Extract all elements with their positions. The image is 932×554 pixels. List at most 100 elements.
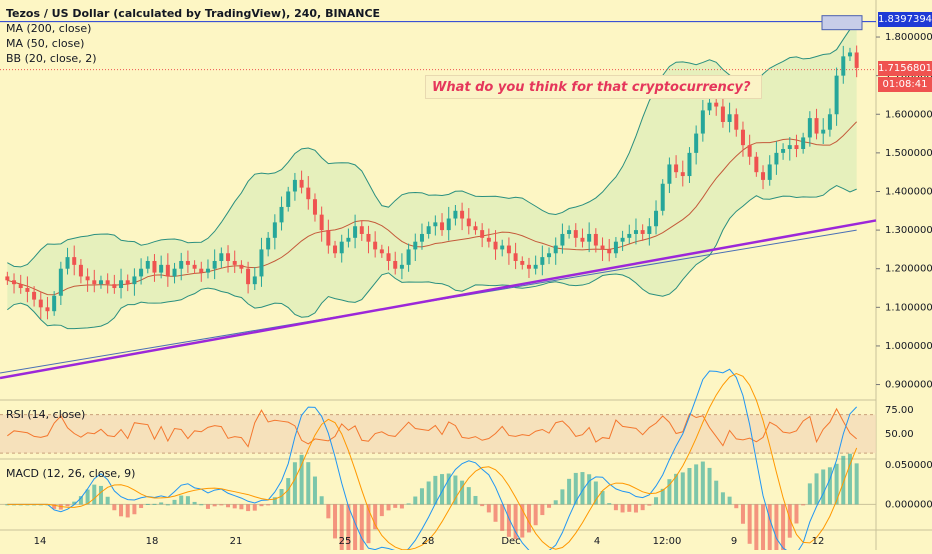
candle-body bbox=[587, 233, 592, 242]
candle-body bbox=[72, 257, 77, 265]
macd-histogram-bar bbox=[232, 504, 237, 509]
macd-histogram-bar bbox=[827, 467, 832, 505]
candle-body bbox=[139, 268, 144, 277]
rsi-tick-label: 50.00 bbox=[885, 429, 914, 440]
macd-histogram-bar bbox=[794, 504, 799, 524]
indicator-bb: BB (20, close, 2) bbox=[6, 52, 97, 65]
candle-body bbox=[279, 206, 284, 223]
candle-body bbox=[553, 245, 558, 254]
candle-body bbox=[406, 249, 411, 265]
candle-body bbox=[854, 52, 859, 68]
x-tick-label: 18 bbox=[146, 536, 159, 547]
candle-body bbox=[366, 233, 371, 242]
macd-histogram-bar bbox=[593, 481, 598, 505]
candle-body bbox=[580, 237, 585, 242]
macd-histogram-bar bbox=[727, 496, 732, 505]
macd-histogram-bar bbox=[466, 487, 471, 505]
macd-histogram-bar bbox=[299, 454, 304, 505]
macd-histogram-bar bbox=[506, 504, 511, 537]
chart-annotation[interactable]: What do you think for that cryptocurrenc… bbox=[425, 75, 762, 99]
candle-body bbox=[333, 245, 338, 254]
macd-histogram-bar bbox=[754, 504, 759, 554]
macd-histogram-bar bbox=[112, 504, 117, 511]
candle-body bbox=[419, 233, 424, 242]
macd-histogram-bar bbox=[781, 504, 786, 554]
candle-body bbox=[353, 226, 358, 238]
candle-body bbox=[774, 152, 779, 165]
candle-body bbox=[506, 245, 511, 254]
macd-histogram-bar bbox=[212, 504, 217, 507]
macd-histogram-bar bbox=[78, 496, 83, 505]
signal-line bbox=[7, 373, 858, 551]
macd-histogram-bar bbox=[640, 504, 645, 511]
candle-body bbox=[306, 187, 311, 200]
macd-histogram-bar bbox=[801, 504, 806, 506]
candle-body bbox=[179, 260, 184, 269]
macd-histogram-bar bbox=[774, 504, 779, 554]
candle-body bbox=[761, 172, 766, 180]
bollinger-upper bbox=[7, 24, 857, 268]
candle-body bbox=[199, 268, 204, 273]
candle-body bbox=[740, 129, 745, 146]
candle-body bbox=[500, 245, 505, 250]
macd-histogram-bar bbox=[767, 504, 772, 554]
macd-histogram-bar bbox=[761, 504, 766, 554]
y-tick-label: 0.9000000 bbox=[885, 380, 932, 391]
candle-body bbox=[714, 102, 719, 107]
candle-body bbox=[473, 226, 478, 231]
candle-body bbox=[359, 226, 364, 234]
macd-histogram-bar bbox=[226, 504, 231, 508]
candle-body bbox=[560, 233, 565, 246]
macd-histogram-bar bbox=[139, 504, 144, 509]
candle-body bbox=[232, 260, 237, 265]
macd-histogram-bar bbox=[406, 503, 411, 505]
bollinger-lower bbox=[7, 184, 857, 330]
candle-body bbox=[239, 264, 244, 269]
macd-histogram-bar bbox=[687, 468, 692, 505]
y-tick-label: 1.4000000 bbox=[885, 186, 932, 197]
macd-histogram-bar bbox=[433, 475, 438, 505]
candle-body bbox=[707, 102, 712, 111]
macd-histogram-bar bbox=[98, 485, 103, 505]
candle-body bbox=[841, 56, 846, 76]
macd-histogram-bar bbox=[119, 504, 124, 517]
macd-histogram-bar bbox=[700, 461, 705, 505]
candle-body bbox=[526, 264, 531, 269]
x-tick-label: 21 bbox=[230, 536, 243, 547]
macd-histogram-bar bbox=[453, 475, 458, 505]
candle-body bbox=[326, 230, 331, 246]
macd-histogram-bar bbox=[326, 504, 331, 519]
candle-body bbox=[346, 237, 351, 242]
macd-histogram-bar bbox=[306, 462, 311, 505]
candle-body bbox=[205, 268, 210, 273]
macd-histogram-bar bbox=[145, 503, 150, 505]
macd-histogram-bar bbox=[373, 504, 378, 530]
candle-body bbox=[433, 222, 438, 227]
macd-histogram-bar bbox=[667, 479, 672, 505]
candle-body bbox=[547, 253, 552, 258]
macd-histogram-bar bbox=[379, 504, 384, 517]
macd-histogram-bar bbox=[179, 495, 184, 505]
macd-histogram-bar bbox=[399, 504, 404, 509]
candle-body bbox=[613, 241, 618, 254]
macd-histogram-bar bbox=[720, 492, 725, 505]
macd-histogram-bar bbox=[419, 488, 424, 505]
candle-body bbox=[620, 237, 625, 242]
candle-body bbox=[292, 179, 297, 192]
candle-body bbox=[787, 145, 792, 150]
macd-histogram-bar bbox=[266, 504, 271, 506]
candle-body bbox=[92, 280, 97, 285]
candle-body bbox=[453, 210, 458, 219]
candle-body bbox=[246, 268, 251, 285]
macd-histogram-bar bbox=[239, 504, 244, 510]
macd-histogram-bar bbox=[821, 469, 826, 505]
candle-body bbox=[132, 276, 137, 285]
candle-body bbox=[339, 241, 344, 254]
macd-histogram-bar bbox=[493, 504, 498, 522]
macd-histogram-bar bbox=[680, 472, 685, 505]
x-tick-label: 28 bbox=[422, 536, 435, 547]
candle-body bbox=[607, 249, 612, 254]
